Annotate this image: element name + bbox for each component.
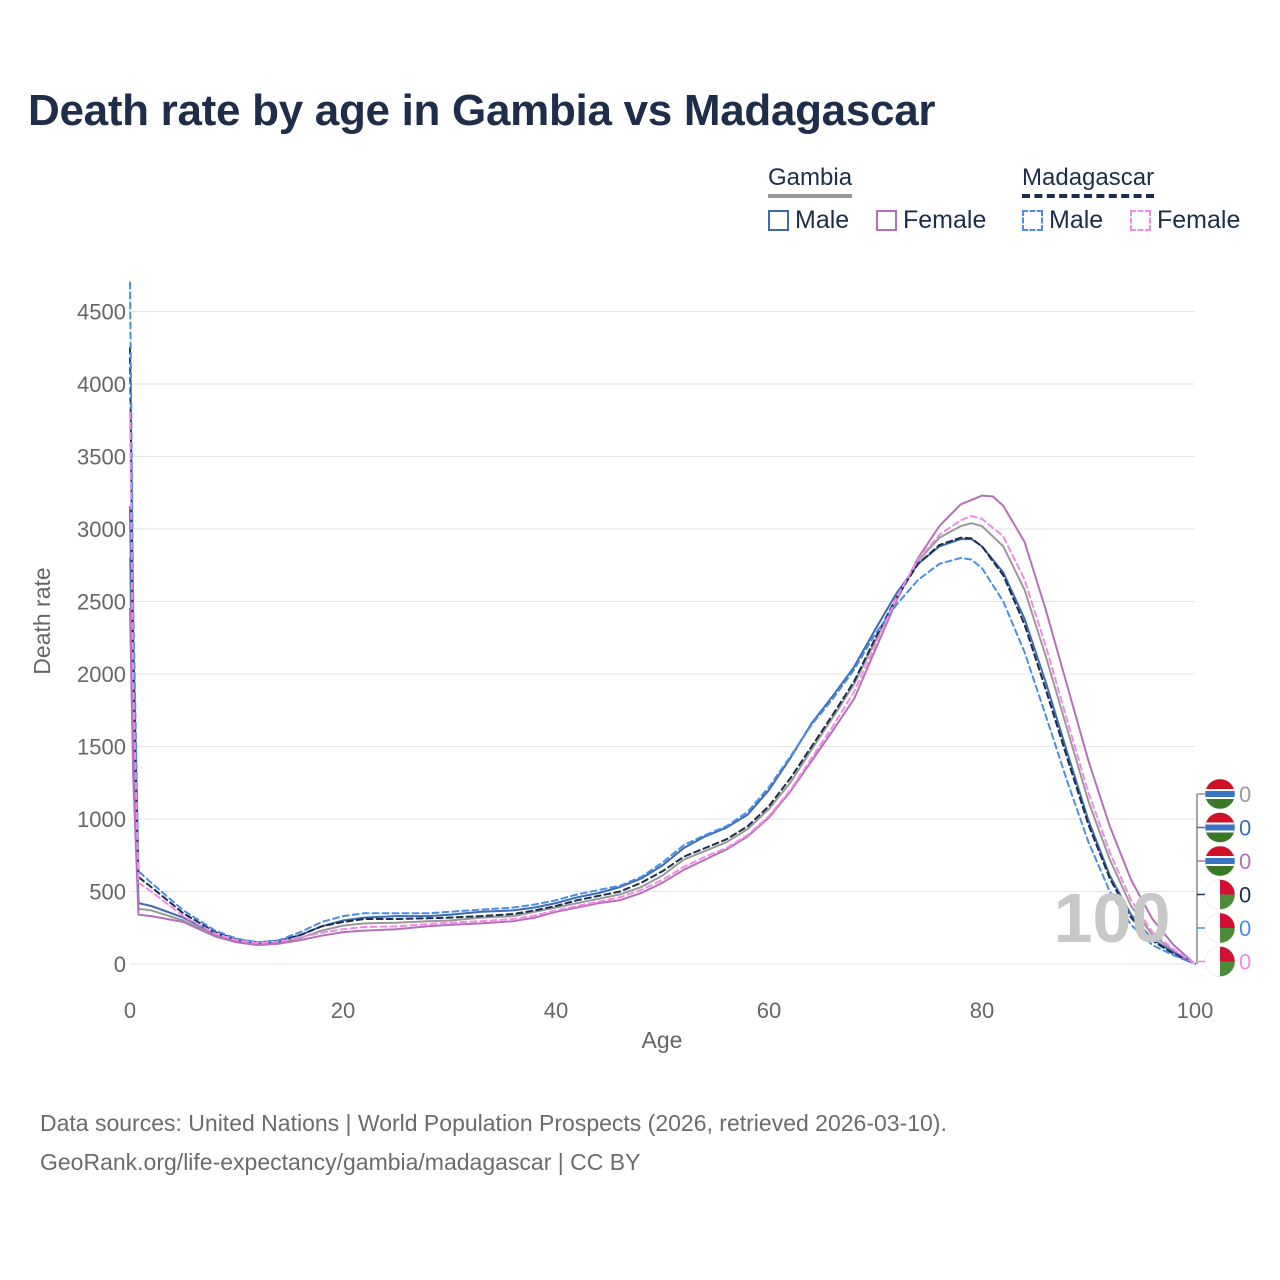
legend-swatch-madagascar-female xyxy=(1130,210,1151,231)
legend-label-gambia-female: Female xyxy=(903,206,987,234)
end-marker-value-2: 0 xyxy=(1239,849,1251,874)
y-axis-label: Death rate xyxy=(29,567,55,674)
axes: 0 500 1000 1500 2000 2500 3000 3500 4000 4500 0 20 4… xyxy=(77,300,1213,1024)
end-marker-0: 0 xyxy=(1197,778,1251,810)
legend-item-madagascar-male[interactable]: Male xyxy=(1022,206,1103,235)
end-marker-value-1: 0 xyxy=(1239,816,1251,841)
y-tick-label-4: 2000 xyxy=(77,662,126,687)
age-annotation: 100 xyxy=(1054,879,1171,957)
end-marker-5: 0 xyxy=(1197,946,1251,977)
chart-title: Death rate by age in Gambia vs Madagasca… xyxy=(28,86,936,135)
end-markers: 0 0 0 0 0 0 xyxy=(1196,778,1251,977)
legend-group-gambia-label: Gambia xyxy=(768,164,853,191)
legend-label-gambia-male: Male xyxy=(795,206,850,234)
legend-item-gambia-male[interactable]: Male xyxy=(768,206,849,235)
x-tick-label-0: 0 xyxy=(124,998,136,1023)
legend-swatch-gambia-female xyxy=(876,210,897,231)
legend-swatch-madagascar-male xyxy=(1022,210,1043,231)
x-tick-label-4: 80 xyxy=(970,998,994,1023)
legend-swatch-gambia-male xyxy=(768,210,789,231)
y-tick-label-5: 2500 xyxy=(77,590,126,615)
footer-source: Data sources: United Nations | World Pop… xyxy=(40,1110,947,1136)
legend-group-madagascar-label: Madagascar xyxy=(1022,164,1155,191)
footer-link[interactable]: GeoRank.org/life-expectancy/gambia/madag… xyxy=(40,1149,641,1175)
grid-lines xyxy=(130,311,1195,892)
series-line-madagascar-total[interactable] xyxy=(129,346,1196,965)
x-tick-label-1: 20 xyxy=(331,998,355,1023)
end-marker-value-4: 0 xyxy=(1239,916,1251,941)
legend-madagascar-underline xyxy=(1022,194,1155,198)
y-tick-label-2: 1000 xyxy=(77,807,126,832)
legend-group-madagascar[interactable]: Madagascar xyxy=(1022,164,1155,198)
y-tick-label-6: 3000 xyxy=(77,517,126,542)
gambia-flag-icon xyxy=(1205,812,1235,843)
series-line-gambia-female[interactable] xyxy=(129,494,1196,965)
end-marker-2: 0 xyxy=(1197,845,1251,877)
end-marker-3: 0 xyxy=(1197,879,1251,910)
x-tick-label-3: 60 xyxy=(757,998,781,1023)
series-line-madagascar-female[interactable] xyxy=(129,412,1196,965)
y-tick-label-3: 1500 xyxy=(77,735,126,760)
legend-item-madagascar-female[interactable]: Female xyxy=(1130,206,1240,235)
y-tick-label-9: 4500 xyxy=(77,300,126,325)
end-marker-value-3: 0 xyxy=(1239,883,1251,908)
gambia-flag-icon xyxy=(1205,779,1235,809)
x-tick-label-2: 40 xyxy=(544,998,568,1023)
x-axis-label: Age xyxy=(642,1027,683,1053)
x-tick-label-5: 100 xyxy=(1177,998,1214,1023)
series-line-madagascar-male[interactable] xyxy=(129,281,1196,965)
y-tick-label-1: 500 xyxy=(89,880,126,905)
madagascar-flag-icon xyxy=(1205,913,1235,943)
legend-label-madagascar-male: Male xyxy=(1049,206,1104,234)
series-line-gambia-total[interactable] xyxy=(129,522,1196,965)
series-lines xyxy=(129,281,1196,965)
legend-group-gambia[interactable]: Gambia xyxy=(768,164,853,198)
y-tick-label-7: 3500 xyxy=(77,445,126,470)
end-marker-1: 0 xyxy=(1197,812,1251,843)
end-marker-4: 0 xyxy=(1197,912,1251,944)
gambia-flag-icon xyxy=(1205,846,1235,876)
y-tick-label-0: 0 xyxy=(114,952,126,977)
end-marker-value-0: 0 xyxy=(1239,782,1251,807)
end-marker-value-5: 0 xyxy=(1239,950,1251,975)
legend-gambia-underline xyxy=(768,194,853,198)
y-tick-label-8: 4000 xyxy=(77,372,126,397)
legend-label-madagascar-female: Female xyxy=(1157,206,1241,234)
legend-item-gambia-female[interactable]: Female xyxy=(876,206,986,235)
